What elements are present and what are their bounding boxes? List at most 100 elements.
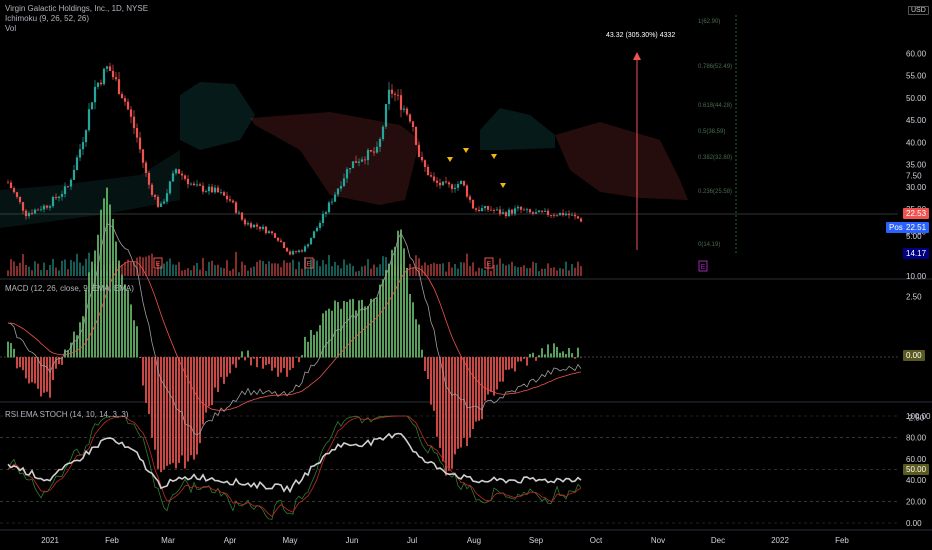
volume-bar [178,262,180,276]
ichimoku-legend[interactable]: Ichimoku (9, 26, 52, 26) [5,14,90,23]
volume-bar [268,261,270,276]
candle-body [351,161,355,169]
candle-body [489,209,493,211]
volume-bars [7,251,582,276]
candle-body [546,210,550,216]
volume-bar [79,262,81,276]
volume-bar [220,267,222,276]
volume-bar [337,265,339,276]
volume-legend[interactable]: Vol [5,24,17,33]
macd-histogram-bar [547,344,549,358]
candle-body [69,179,73,187]
candle-body [438,182,442,186]
candle-body [144,162,148,173]
macd-histogram-bar [355,310,357,358]
macd-histogram-bar [382,279,384,358]
macd-histogram-bar [445,357,447,476]
candle-body [177,169,181,174]
macd-histogram-bar [295,356,297,358]
volume-bar [127,259,129,276]
time-axis-tick: Jul [407,536,417,545]
candle-body [267,231,271,233]
macd-legend[interactable]: MACD (12, 26, close, 9, EMA, EMA) [5,284,134,293]
candle-body [444,181,448,183]
macd-histogram-bar [298,357,300,363]
candle-body [153,194,157,197]
macd-histogram-bar [460,357,462,448]
candle-body [573,214,577,217]
macd-histogram-bar [139,357,141,359]
fib-level-label: 0.382(32.80) [698,155,732,161]
time-axis-tick: Mar [161,536,175,545]
macd-histogram-bar [184,357,186,469]
macd-histogram-bar [424,357,426,371]
stoch-k-line [7,415,582,520]
volume-bar [13,261,15,276]
candle-body [105,66,109,69]
macd-histogram-bar [82,316,84,358]
candle-body [246,223,250,225]
volume-bar [433,262,435,276]
currency-button[interactable]: USD [908,6,929,15]
macd-histogram-bar [118,260,120,358]
candle-body [429,175,433,177]
candle-body [174,169,178,174]
macd-histogram-bar [163,357,165,470]
macd-histogram-bar [397,230,399,358]
volume-bar [439,263,441,276]
candle-body [270,231,274,234]
macd-histogram-bar [352,298,354,358]
volume-bar [301,268,303,276]
volume-bar [532,261,534,276]
macd-histogram-bar [511,357,513,369]
volume-bar [577,261,579,276]
macd-histogram-bar [385,270,387,358]
time-axis-tick: Aug [467,536,481,545]
macd-histogram-bar [22,357,24,371]
candle-body [234,202,238,213]
macd-histogram-bar [370,298,372,358]
macd-histogram-bar [391,249,393,358]
time-axis-tick: Oct [590,536,603,545]
volume-bar [346,264,348,276]
volume-bar [331,266,333,276]
volume-bar [412,267,414,276]
macd-histogram-bar [541,348,543,358]
candle-body [405,108,409,115]
candle-body [24,210,28,217]
fib-level-label: 0.236(25.58) [698,189,732,195]
rsi-value-tag: 50.00 [903,464,930,475]
macd-histogram-bar [259,357,261,359]
macd-histogram-bar [343,300,345,358]
candle-body [99,82,103,85]
candle-body [423,160,427,167]
fib-level-label: 0(14.19) [698,242,720,248]
candle-body [114,77,118,80]
macd-histogram-bar [562,351,564,358]
rsi-legend[interactable]: RSI EMA STOCH (14, 10, 14, 3, 3) [5,410,129,419]
candle-body [426,166,430,176]
macd-histogram-bar [265,357,267,366]
candle-body [528,209,532,213]
volume-bar [61,260,63,276]
macd-histogram-bar [301,355,303,358]
macd-histogram-bar [241,351,243,358]
candle-body [363,159,367,161]
candle-body [300,250,304,252]
volume-bar [538,271,540,276]
candle-body [288,251,292,255]
candle-body [516,206,520,209]
volume-bar [505,265,507,276]
volume-bar [493,264,495,276]
macd-histogram-bar [7,341,9,358]
signal-marker [447,157,453,162]
volume-bar [382,256,384,276]
volume-bar [28,266,30,276]
macd-histogram-bar [502,357,504,382]
macd-histogram-bar [271,357,273,371]
candle-body [315,227,319,232]
candle-body [396,94,400,96]
earnings-marker-label: E [701,264,706,271]
